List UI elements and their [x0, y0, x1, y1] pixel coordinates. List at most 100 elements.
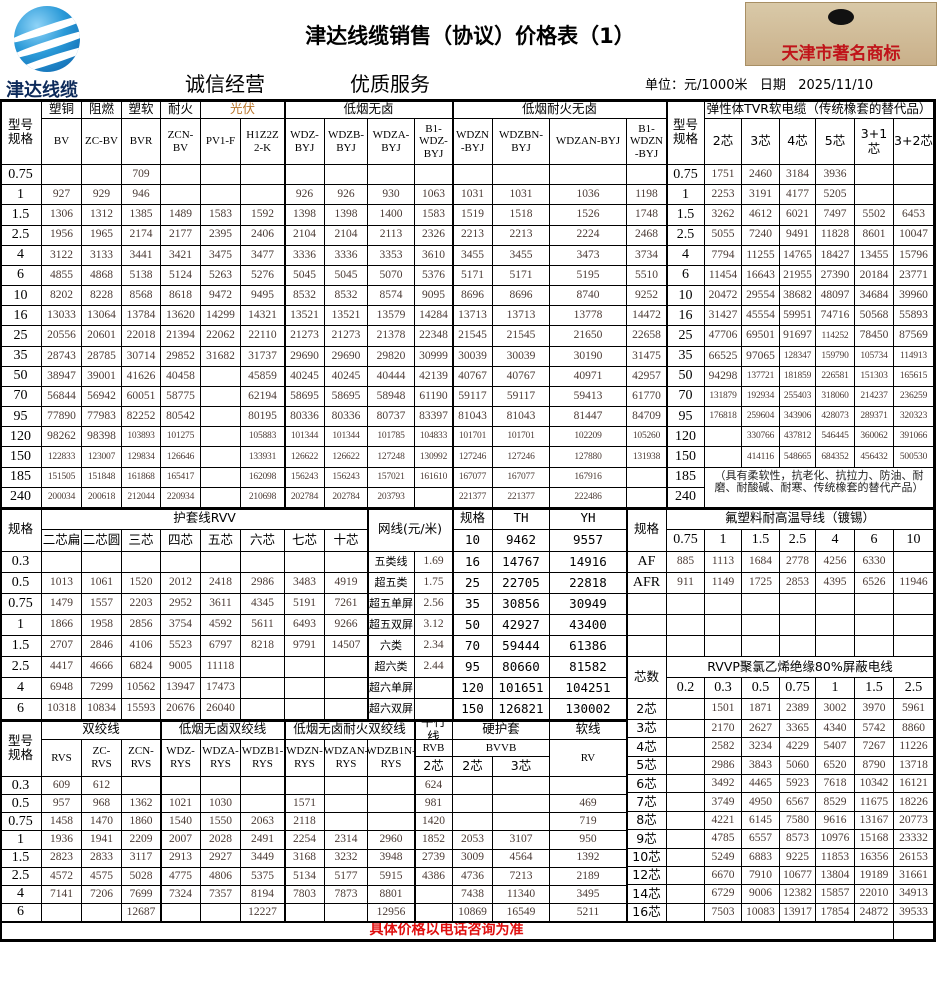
rvvp-price-cell [667, 720, 705, 739]
rvv-price-cell [241, 657, 285, 678]
bottom-price-cell [82, 903, 122, 922]
rvv-price-cell [325, 678, 368, 699]
model-header: WDZAN-BYJ [550, 119, 627, 165]
rvv-price-cell: 2856 [122, 615, 161, 636]
bottom-spec-cell: 4 [0, 885, 42, 904]
bottom-price-cell: 1571 [285, 795, 325, 814]
tvr-price-cell: 94298 [705, 366, 742, 387]
bottom-price-cell [453, 795, 493, 814]
price-cell: 2395 [201, 225, 241, 246]
rvvp-price-cell: 6145 [742, 811, 780, 831]
tvr-price-cell: 50568 [855, 306, 894, 327]
rvvp-price-cell: 5407 [816, 738, 855, 757]
rvvp-price-cell: 13917 [780, 903, 816, 922]
rvvp-price-cell [667, 848, 705, 867]
price-cell: 80542 [161, 407, 201, 428]
price-cell: 30714 [122, 346, 161, 367]
rvvp-price-cell: 23332 [894, 830, 934, 849]
tvr-price-cell: 91697 [780, 326, 816, 347]
rvvp-price-cell: 6557 [742, 830, 780, 849]
rvvp-price-cell: 34913 [894, 885, 934, 904]
bottom-model-header: ZCN- RVS [122, 740, 161, 777]
thyh-spec-cell: 50 [453, 615, 493, 636]
price-cell: 59413 [550, 386, 627, 408]
spec-cell: 185 [0, 467, 42, 488]
price-cell: 29690 [285, 346, 325, 367]
tvr-price-cell: 74716 [816, 306, 855, 327]
rvv-price-cell: 2952 [161, 594, 201, 615]
price-cell: 40971 [550, 366, 627, 387]
tvr-spec-cell: 2.5 [667, 225, 705, 246]
tvr-price-cell: 5502 [855, 205, 894, 226]
rvvp-price-cell: 6520 [816, 756, 855, 776]
bottom-price-cell: 1860 [122, 813, 161, 832]
price-cell: 56844 [42, 386, 82, 408]
table-bottom-border [0, 939, 936, 942]
fluoro-col-header: 2.5 [780, 530, 816, 552]
bottom-price-cell: 8194 [241, 885, 285, 904]
tvr-price-cell: 3191 [742, 185, 780, 206]
tvr-price-cell: 7240 [742, 225, 780, 246]
rvv-price-cell: 9791 [285, 636, 325, 657]
price-cell: 105260 [627, 427, 667, 448]
bottom-price-cell: 4736 [453, 867, 493, 886]
spec-cell: 50 [0, 366, 42, 387]
rvv-price-cell: 5523 [161, 636, 201, 657]
empty-cell [894, 594, 934, 615]
price-cell: 105883 [241, 427, 285, 448]
price-cell: 210698 [241, 487, 285, 508]
bottom-price-cell [201, 777, 241, 796]
tvr-price-cell [894, 165, 934, 186]
tvr-price-cell: 105734 [855, 346, 894, 367]
tvr-col-header: 5芯 [816, 119, 855, 165]
rvv-spec-cell: 4 [0, 678, 42, 699]
price-cell: 221377 [493, 487, 550, 508]
price-cell: 21394 [161, 326, 201, 347]
rvv-price-cell: 6493 [285, 615, 325, 636]
rvv-price-cell [122, 552, 161, 573]
bottom-price-cell: 2053 [453, 831, 493, 850]
price-cell: 127248 [368, 447, 415, 468]
th-price-cell: 42927 [493, 615, 550, 636]
rvvp-price-cell: 2582 [705, 738, 742, 757]
tvr-spec-cell: 95 [667, 407, 705, 428]
bottom-price-cell: 10869 [453, 903, 493, 922]
bottom-price-cell: 2254 [285, 831, 325, 850]
bottom-price-cell: 4806 [201, 867, 241, 886]
price-cell: 202784 [285, 487, 325, 508]
price-cell: 221377 [453, 487, 493, 508]
rvv-col-header: 三芯 [122, 530, 161, 552]
bottom-price-cell [325, 777, 368, 796]
tvr-price-cell: 214237 [855, 386, 894, 408]
price-cell: 167077 [493, 467, 550, 488]
rvv-price-cell: 20676 [161, 699, 201, 720]
rvvp-col-header: 0.3 [705, 678, 742, 699]
rvv-price-cell [325, 657, 368, 678]
rvvp-price-cell: 4465 [742, 775, 780, 794]
rvvp-price-cell: 2986 [705, 756, 742, 776]
bottom-price-cell: 1941 [82, 831, 122, 850]
price-cell: 101785 [368, 427, 415, 448]
rvvp-price-cell: 16121 [894, 775, 934, 794]
rvv-price-cell [241, 552, 285, 573]
rvvp-price-cell: 13718 [894, 756, 934, 776]
bottom-price-cell: 2913 [161, 849, 201, 868]
rvv-price-cell: 1479 [42, 594, 82, 615]
bottom-model-header: RVS [42, 740, 82, 777]
price-cell: 29690 [325, 346, 368, 367]
rvv-col-header: 五芯 [201, 530, 241, 552]
price-cell: 2468 [627, 225, 667, 246]
price-cell [627, 467, 667, 488]
price-cell: 13579 [368, 306, 415, 327]
rvvp-price-cell: 17854 [816, 903, 855, 922]
bottom-spec-cell: 0.3 [0, 777, 42, 796]
empty-cell [667, 615, 705, 636]
tvr-spec-cell: 185 [667, 467, 705, 488]
price-cell [415, 487, 453, 508]
empty-cell [816, 615, 855, 636]
network-type: 超五单屏 [368, 594, 415, 615]
rvv-price-cell: 6797 [201, 636, 241, 657]
bottom-price-cell: 1936 [42, 831, 82, 850]
fluoro-price-cell: 1725 [742, 573, 780, 594]
bottom-model-header: ZC- RVS [82, 740, 122, 777]
